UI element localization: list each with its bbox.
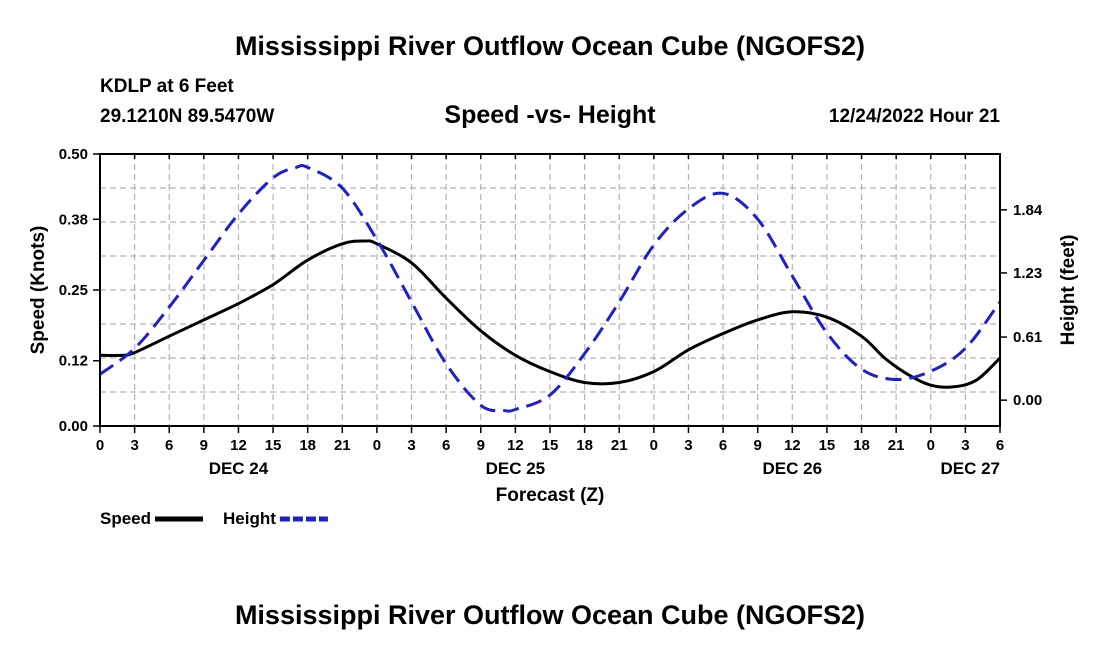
x-tick-label: 3: [684, 437, 692, 454]
x-tick-label: 12: [230, 437, 247, 454]
legend-label-height: Height: [223, 509, 276, 528]
y2-tick-label: 1.84: [1013, 202, 1043, 219]
x-tick-label: 15: [542, 437, 559, 454]
x-tick-label: 15: [819, 437, 836, 454]
y2-axis-label: Height (feet): [1058, 235, 1079, 346]
chart-title: Mississippi River Outflow Ocean Cube (NG…: [234, 31, 866, 61]
y-tick-label: 0.00: [59, 418, 88, 435]
x-tick-label: 0: [373, 437, 381, 454]
y2-tick-label: 0.61: [1013, 329, 1042, 346]
height-series-line: [99, 163, 1002, 413]
speed-height-chart: 0 3 6 9 12 15 18 21 0 3 6 9 12 15 18 21 0 3 6 9 12 15 18 21 0 3 6 D…: [28, 146, 1079, 528]
x-tick-label: 9: [754, 437, 762, 454]
day-label: DEC 24: [209, 459, 269, 478]
x-axis-label: Forecast (Z): [496, 485, 605, 506]
station-coords: 29.1210N 89.5470W: [100, 106, 275, 127]
day-label: DEC 27: [940, 459, 1000, 478]
x-tick-label: 9: [477, 437, 485, 454]
station-label: KDLP at 6 Feet: [100, 76, 234, 97]
y-tick-label: 0.25: [59, 282, 88, 299]
x-tick-label: 6: [165, 437, 173, 454]
x-tick-label: 21: [611, 437, 628, 454]
footer-title: Mississippi River Outflow Ocean Cube (NG…: [234, 600, 866, 630]
x-tick-label: 3: [407, 437, 415, 454]
x-tick-label: 6: [442, 437, 450, 454]
forecast-datetime: 12/24/2022 Hour 21: [828, 106, 1000, 127]
x-tick-label: 12: [507, 437, 524, 454]
y-tick-label: 0.38: [59, 211, 88, 228]
x-tick-label: 3: [961, 437, 969, 454]
x-tick-label: 0: [927, 437, 935, 454]
x-tick-label: 21: [334, 437, 351, 454]
y2-tick-label: 0.00: [1013, 392, 1042, 409]
x-tick-label: 15: [265, 437, 282, 454]
x-tick-label: 0: [96, 437, 104, 454]
x-tick-label: 6: [719, 437, 727, 454]
series-layer: [99, 163, 1002, 413]
x-tick-label: 3: [130, 437, 138, 454]
y-axis-label: Speed (Knots): [28, 226, 49, 355]
x-tick-label: 21: [888, 437, 905, 454]
x-tick-label: 6: [996, 437, 1004, 454]
x-tick-label: 12: [784, 437, 801, 454]
y-tick-label: 0.50: [59, 146, 88, 163]
legend: Speed Height: [100, 509, 328, 528]
x-tick-label: 18: [576, 437, 593, 454]
x-tick-label: 18: [853, 437, 870, 454]
x-tick-label: 0: [650, 437, 658, 454]
grid-lines: [99, 154, 1001, 426]
speed-series-line: [99, 239, 1002, 389]
axes-layer: [93, 153, 1007, 433]
legend-label-speed: Speed: [100, 509, 151, 528]
y2-tick-label: 1.23: [1013, 265, 1042, 282]
x-tick-label: 18: [299, 437, 316, 454]
labels-layer: 0 3 6 9 12 15 18 21 0 3 6 9 12 15 18 21 0 3 6 9 12 15 18 21 0 3 6 D…: [59, 146, 1043, 478]
chart-subtitle: Speed -vs- Height: [444, 101, 656, 129]
day-label: DEC 25: [486, 459, 546, 478]
x-tick-label: 9: [200, 437, 208, 454]
day-label: DEC 26: [763, 459, 823, 478]
y-tick-label: 0.12: [59, 353, 88, 370]
